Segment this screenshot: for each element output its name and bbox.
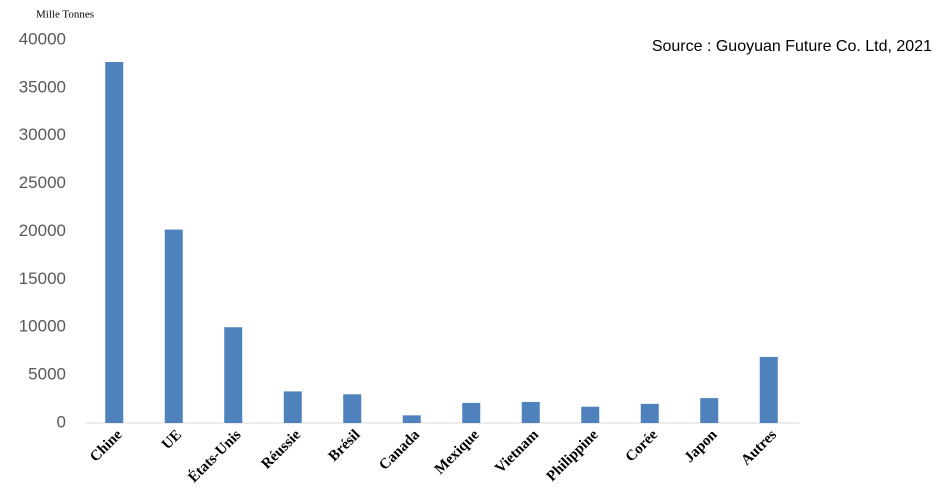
bar xyxy=(283,391,302,423)
x-tick-label: Mexique xyxy=(432,427,483,478)
x-tick-label: Philippine xyxy=(544,427,602,485)
unit-label: Mille Tonnes xyxy=(36,9,94,21)
x-tick-label: Réussie xyxy=(259,427,305,473)
x-tick-label: Corée xyxy=(623,427,662,466)
y-tick-label: 10000 xyxy=(19,317,66,336)
bar xyxy=(343,394,362,423)
y-tick-label: 35000 xyxy=(19,77,66,96)
x-tick-label: Canada xyxy=(376,427,423,474)
bar xyxy=(164,229,183,423)
x-tick-label: Vietnam xyxy=(492,427,542,477)
x-tick-label: Brésil xyxy=(326,427,364,465)
source: Source : Guoyuan Future Co. Ltd, 2021 xyxy=(652,38,932,55)
bar xyxy=(640,403,659,423)
y-tick-label: 25000 xyxy=(19,173,66,192)
y-tick-label: 15000 xyxy=(19,269,66,288)
y-tick-label: 5000 xyxy=(28,365,66,384)
bar xyxy=(402,415,421,423)
bar xyxy=(105,62,124,424)
x-tick-label: UE xyxy=(159,427,185,453)
x-tick-label: Japon xyxy=(681,426,720,465)
x-tick-label: Autres xyxy=(738,427,780,469)
y-tick-label: 0 xyxy=(57,412,66,431)
x-tick-label: Chine xyxy=(87,427,126,466)
bar xyxy=(224,327,243,423)
y-tick-label: 40000 xyxy=(19,29,66,48)
y-tick-label: 20000 xyxy=(19,221,66,240)
bar xyxy=(521,401,540,423)
x-tick-label: États-Unis xyxy=(185,426,245,486)
bar xyxy=(700,398,719,423)
y-tick-label: 30000 xyxy=(19,125,66,144)
bar xyxy=(759,356,778,423)
bar xyxy=(462,402,481,423)
bar xyxy=(581,406,600,423)
